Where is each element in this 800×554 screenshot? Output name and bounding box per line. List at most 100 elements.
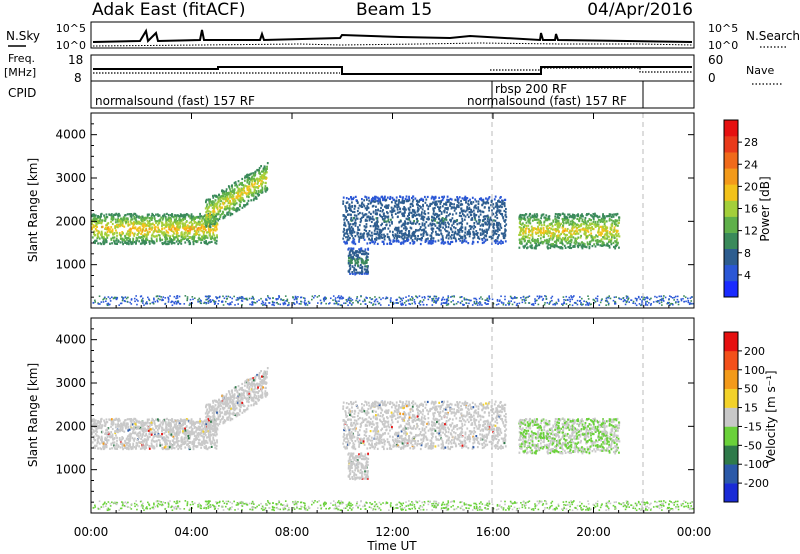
power-echo-cell: [222, 195, 225, 198]
power-echo-cell: [406, 198, 409, 201]
power-ground-scatter: [279, 303, 282, 306]
power-echo-cell: [396, 206, 399, 209]
power-echo-cell: [594, 224, 597, 227]
power-ground-scatter: [626, 295, 629, 298]
power-echo-cell: [500, 226, 503, 229]
power-echo-cell: [365, 256, 368, 259]
power-echo-cell: [564, 246, 567, 249]
power-echo-cell: [211, 213, 214, 217]
power-ground-scatter: [152, 301, 154, 304]
power-echo-cell: [204, 201, 207, 204]
power-echo-cell: [544, 216, 547, 220]
power-echo-cell: [153, 226, 156, 229]
power-echo-cell: [170, 227, 173, 230]
power-echo-cell: [138, 240, 141, 243]
power-echo-cell: [536, 228, 538, 231]
power-ground-scatter: [538, 295, 541, 297]
power-echo-cell: [482, 215, 485, 218]
power-ground-scatter: [658, 295, 661, 298]
power-echo-cell: [202, 233, 205, 236]
power-echo-cell: [610, 228, 613, 232]
power-echo-cell: [380, 230, 382, 234]
power-echo-cell: [571, 219, 574, 222]
power-echo-cell: [175, 216, 178, 219]
power-echo-cell: [522, 217, 524, 220]
power-echo-cell: [213, 203, 216, 206]
power-echo-cell: [104, 218, 107, 221]
power-echo-cell: [560, 240, 563, 243]
power-echo-cell: [497, 234, 500, 237]
power-echo-cell: [232, 189, 235, 192]
power-echo-cell: [175, 218, 178, 221]
power-echo-cell: [564, 227, 567, 231]
power-echo-cell: [556, 224, 559, 228]
power-echo-cell: [592, 217, 595, 220]
power-echo-cell: [405, 217, 408, 220]
power-echo-cell: [555, 235, 558, 238]
power-ground-scatter: [565, 303, 568, 305]
power-echo-cell: [222, 198, 225, 201]
power-echo-cell: [397, 205, 400, 208]
power-echo-cell: [422, 205, 424, 208]
power-echo-cell: [546, 232, 548, 235]
power-echo-cell: [610, 215, 613, 219]
power-echo-cell: [412, 234, 415, 237]
power-echo-cell: [204, 223, 207, 226]
power-echo-cell: [585, 235, 588, 238]
power-echo-cell: [465, 197, 468, 200]
power-ground-scatter: [408, 295, 410, 297]
power-echo-cell: [128, 234, 131, 237]
power-echo-cell: [449, 218, 451, 222]
power-ground-scatter: [286, 304, 289, 307]
power-ground-scatter: [379, 304, 382, 306]
power-echo-cell: [455, 207, 457, 210]
power-echo-cell: [420, 236, 423, 240]
power-echo-cell: [573, 244, 576, 247]
power-echo-cell: [235, 191, 238, 194]
power-ground-scatter: [632, 300, 635, 303]
power-echo-cell: [583, 223, 585, 226]
power-echo-cell: [181, 219, 184, 222]
power-echo-cell: [242, 184, 245, 187]
power-ground-scatter: [638, 303, 641, 305]
power-echo-cell: [214, 226, 216, 229]
power-ground-scatter: [222, 304, 225, 306]
power-echo-cell: [135, 239, 138, 242]
power-echo-cell: [349, 218, 352, 221]
power-echo-cell: [366, 207, 369, 210]
power-ground-scatter: [216, 297, 218, 300]
power-echo-cell: [350, 256, 352, 259]
power-echo-cell: [363, 225, 366, 228]
power-echo-cell: [477, 206, 480, 209]
power-echo-cell: [197, 230, 200, 233]
power-echo-cell: [386, 211, 388, 214]
power-ground-scatter: [99, 303, 101, 305]
power-echo-cell: [392, 235, 395, 238]
power-ground-scatter: [668, 295, 671, 297]
power-echo-cell: [132, 222, 135, 225]
power-echo-cell: [547, 243, 550, 246]
power-ground-scatter: [218, 300, 220, 302]
power-echo-cell: [500, 199, 503, 202]
power-echo-cell: [161, 238, 164, 241]
power-echo-cell: [391, 222, 393, 225]
power-echo-cell: [540, 227, 543, 230]
power-echo-cell: [172, 234, 174, 238]
power-echo-cell: [148, 225, 151, 228]
power-ground-scatter: [271, 300, 274, 303]
power-echo-cell: [112, 232, 114, 236]
power-ground-scatter: [350, 303, 353, 306]
power-echo-cell: [383, 219, 386, 222]
power-echo-cell: [494, 219, 497, 222]
power-echo-cell: [248, 173, 251, 177]
power-echo-cell: [558, 223, 561, 227]
power-echo-cell: [249, 188, 252, 191]
power-echo-cell: [354, 195, 357, 198]
power-echo-cell: [480, 198, 483, 202]
power-ground-scatter: [243, 297, 245, 300]
power-echo-cell: [376, 199, 379, 203]
power-echo-cell: [366, 266, 369, 269]
power-echo-cell: [204, 221, 207, 224]
power-echo-cell: [569, 245, 571, 248]
power-echo-cell: [245, 176, 248, 179]
